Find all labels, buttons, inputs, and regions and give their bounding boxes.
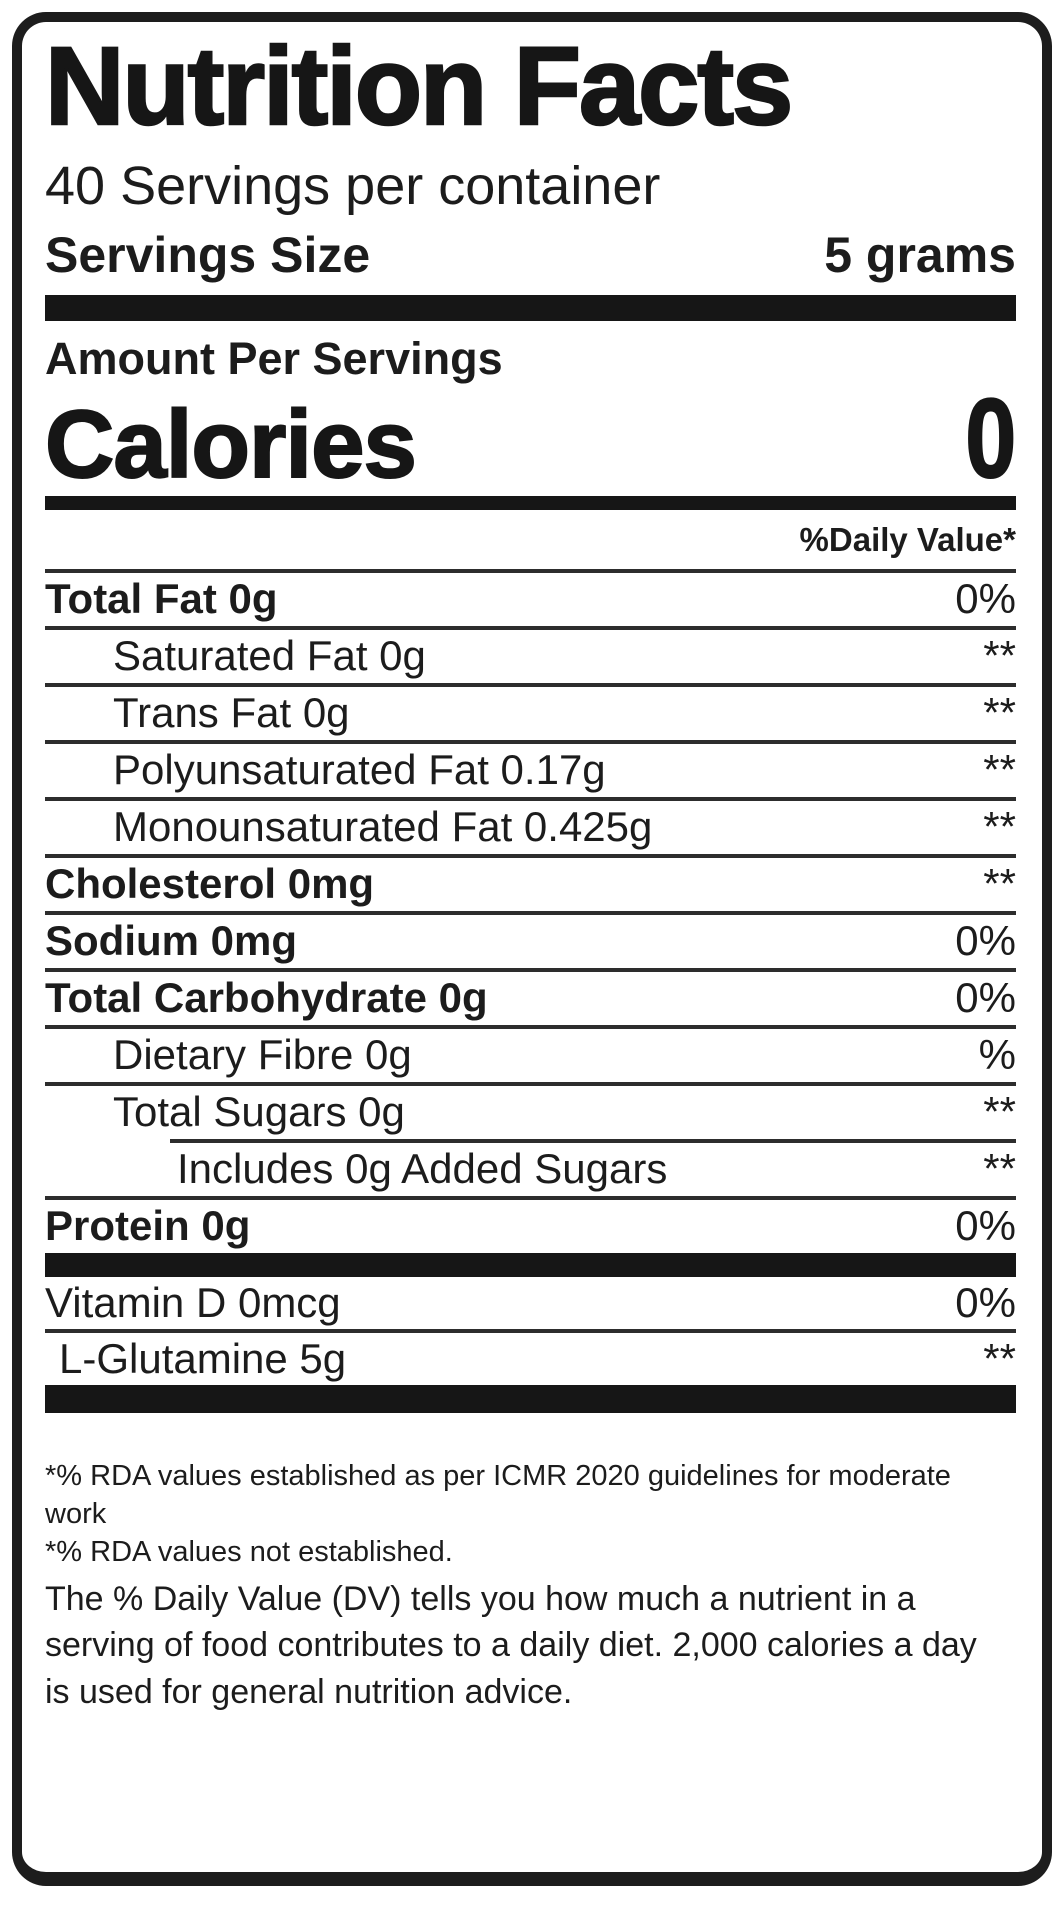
nutrient-row: Polyunsaturated Fat 0.17g **: [45, 744, 1016, 797]
nutrient-value: 0%: [955, 917, 1016, 965]
nutrient-row: Dietary Fibre 0g%: [45, 1029, 1016, 1082]
nutrient-value: **: [983, 860, 1016, 908]
nutrient-label: Monounsaturated Fat 0.425g: [113, 803, 653, 851]
micronutrient-value: **: [983, 1334, 1016, 1382]
nutrient-label: Trans Fat 0g: [113, 689, 350, 737]
calories-value: 0: [964, 376, 1017, 502]
serving-size-label: Servings Size: [45, 226, 371, 283]
row-divider: [45, 625, 1016, 630]
nutrient-label: Dietary Fibre 0g: [113, 1031, 412, 1079]
nutrient-row: Monounsaturated Fat 0.425g **: [45, 801, 1016, 854]
nutrient-row: Sodium 0mg 0%: [45, 915, 1016, 968]
nutrient-row: Total Sugars 0g **: [45, 1086, 1016, 1139]
nutrition-label: Nutrition Facts 40 Servings per containe…: [12, 12, 1052, 1886]
row-divider: [45, 853, 1016, 858]
nutrient-value: 0%: [955, 575, 1016, 623]
micronutrient-value: 0%: [955, 1278, 1016, 1326]
row-divider: [170, 1138, 1016, 1143]
nutrient-value: 0%: [955, 1202, 1016, 1250]
micronutrient-label: Vitamin D 0mcg: [45, 1278, 341, 1326]
nutrient-value: **: [983, 1088, 1016, 1136]
micronutrient-row: Vitamin D 0mcg 0%: [45, 1277, 1016, 1329]
row-divider: [45, 967, 1016, 972]
calories-label: Calories: [44, 391, 418, 499]
nutrient-label: Cholesterol 0mg: [45, 860, 375, 908]
row-divider: [45, 910, 1016, 915]
row-divider: [45, 1328, 1016, 1333]
nutrient-row: Total Fat 0g 0%: [45, 573, 1016, 626]
row-divider: [45, 739, 1016, 744]
amount-per-servings: Amount Per Servings: [45, 333, 503, 385]
servings-per-container: 40 Servings per container: [45, 156, 661, 216]
footnote: *% RDA values not established.: [45, 1536, 453, 1569]
nutrient-value: **: [983, 632, 1016, 680]
nutrient-row: Trans Fat 0g **: [45, 687, 1016, 740]
label-title: Nutrition Facts: [44, 25, 795, 148]
nutrient-label: Protein 0g: [45, 1202, 251, 1250]
nutrient-label: Sodium 0mg: [45, 917, 298, 965]
footnote: *% RDA values established as per ICMR 20…: [45, 1459, 951, 1530]
serving-size-row: Servings Size 5 grams: [45, 229, 1016, 282]
thick-divider-bar: [45, 295, 1016, 322]
nutrient-label: Includes 0g Added Sugars: [177, 1145, 668, 1193]
calories-row: Calories 0: [44, 376, 1017, 502]
micronutrient-label: L-Glutamine 5g: [59, 1334, 347, 1382]
thick-divider-bar: [45, 1384, 1016, 1413]
nutrient-row: Saturated Fat 0g **: [45, 630, 1016, 683]
nutrient-label: Total Sugars 0g: [113, 1088, 405, 1136]
nutrient-row: Cholesterol 0mg **: [45, 858, 1016, 911]
daily-value-header: %Daily Value*: [799, 521, 1016, 559]
daily-value-note: The % Daily Value (DV) tells you how muc…: [45, 1579, 977, 1712]
nutrient-label: Total Fat 0g: [45, 575, 278, 623]
row-divider: [45, 568, 1016, 573]
nutrient-row: Total Carbohydrate 0g 0%: [45, 972, 1016, 1025]
micronutrient-rows: Vitamin D 0mcg 0% L-Glutamine 5g **: [45, 1277, 1016, 1385]
row-divider: [45, 1195, 1016, 1200]
row-divider: [45, 682, 1016, 687]
nutrient-value: 0%: [955, 974, 1016, 1022]
nutrient-value: **: [983, 746, 1016, 794]
nutrient-value: **: [983, 1145, 1016, 1193]
footnotes: *% RDA values established as per ICMR 20…: [45, 1457, 1016, 1572]
row-divider: [45, 1081, 1016, 1086]
thick-divider-bar: [45, 1252, 1016, 1277]
nutrient-value: %: [978, 1031, 1016, 1079]
nutrient-label: Saturated Fat 0g: [113, 632, 426, 680]
row-divider: [45, 796, 1016, 801]
nutrient-label: Polyunsaturated Fat 0.17g: [113, 746, 606, 794]
nutrient-label: Total Carbohydrate 0g: [45, 974, 488, 1022]
nutrient-row: Includes 0g Added Sugars **: [45, 1143, 1016, 1196]
nutrient-row: Protein 0g 0%: [45, 1200, 1016, 1253]
thick-divider-bar: [45, 496, 1016, 511]
nutrient-value: **: [983, 689, 1016, 737]
micronutrient-row: L-Glutamine 5g **: [45, 1333, 1016, 1385]
nutrient-rows: Total Fat 0g 0% Saturated Fat 0g ** Trans Fa…: [45, 568, 1016, 1253]
nutrient-value: **: [983, 803, 1016, 851]
row-divider: [45, 1024, 1016, 1029]
serving-size-value: 5 grams: [824, 226, 1016, 283]
